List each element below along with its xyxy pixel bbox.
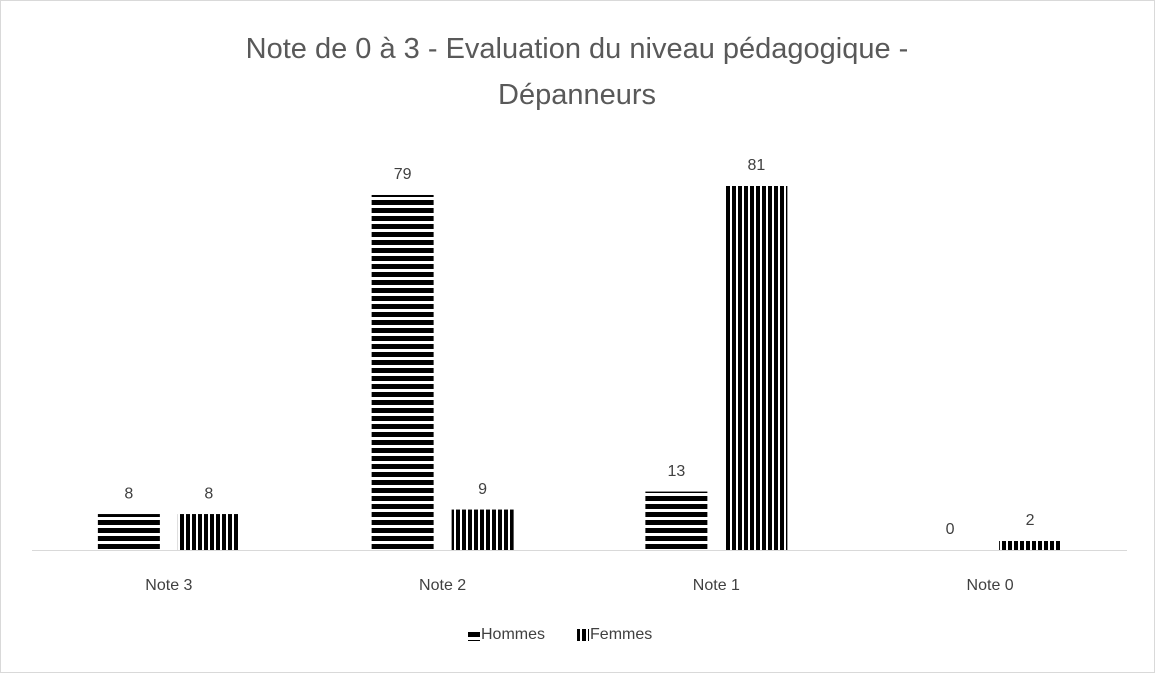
bar	[371, 194, 434, 550]
data-label: 8	[124, 485, 133, 502]
bar	[97, 514, 160, 550]
data-label: 8	[204, 485, 213, 502]
legend-swatch	[468, 629, 480, 641]
x-tick-label: Note 2	[419, 577, 466, 594]
data-label: 9	[478, 481, 487, 498]
x-tick-label: Note 1	[693, 577, 740, 594]
data-label: 79	[394, 166, 412, 183]
data-label: 2	[1026, 512, 1035, 529]
data-label: 81	[747, 157, 765, 174]
bar	[177, 514, 240, 550]
x-tick-label: Note 3	[145, 577, 192, 594]
legend-label: Hommes	[481, 626, 545, 643]
legend-label: Femmes	[590, 626, 652, 643]
data-label: 0	[946, 521, 955, 538]
bar	[451, 509, 514, 550]
chart-title: Note de 0 à 3 - Evaluation du niveau péd…	[245, 33, 909, 111]
bar	[999, 541, 1062, 550]
bar	[645, 491, 708, 550]
bar	[725, 186, 788, 550]
legend-swatch	[577, 629, 590, 641]
data-label: 13	[667, 463, 685, 480]
x-tick-label: Note 0	[967, 577, 1014, 594]
